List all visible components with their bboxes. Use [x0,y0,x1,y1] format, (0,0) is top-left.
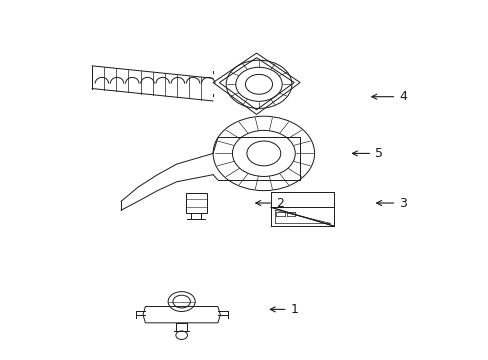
Text: 2: 2 [255,197,283,210]
Text: 5: 5 [352,147,382,160]
Text: 4: 4 [371,90,406,103]
Text: 1: 1 [270,303,298,316]
Text: 3: 3 [376,197,406,210]
